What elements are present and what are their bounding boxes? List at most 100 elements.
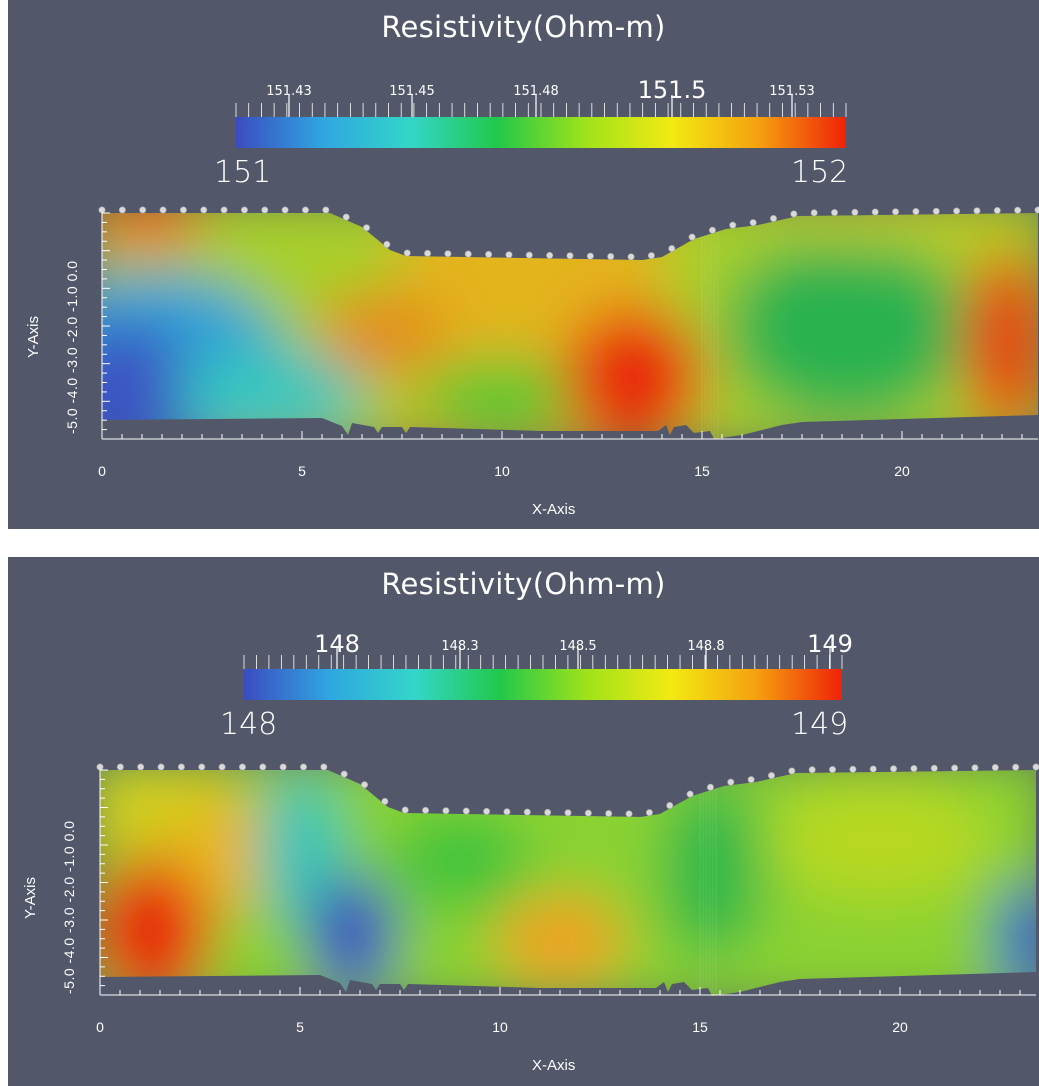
electrode-marker (523, 808, 531, 816)
electrode-marker (727, 778, 735, 786)
plot-canvas: 0 5 10 15 20 (96, 647, 1039, 1035)
electrode-marker (930, 764, 938, 772)
electrode-marker (788, 767, 796, 775)
electrode-marker (218, 763, 226, 771)
electrode-marker (871, 208, 879, 216)
electrode-marker (912, 208, 920, 216)
electrode-marker (299, 763, 307, 771)
electrode-marker (279, 763, 287, 771)
electrode-marker (116, 763, 124, 771)
x-tick-label: 0 (96, 1019, 104, 1035)
electrode-marker (849, 765, 857, 773)
electrode-marker (586, 252, 594, 260)
electrode-marker (503, 808, 511, 816)
y-axis-label: Y-Axis (25, 316, 42, 358)
colorbar-tick-label: 151.43 (266, 84, 312, 99)
electrode-marker (749, 219, 757, 227)
electrode-marker (686, 790, 694, 798)
colorbar (236, 117, 846, 148)
electrode-marker (953, 207, 961, 215)
electrode-marker (625, 810, 633, 818)
x-tick-label: 20 (894, 463, 910, 479)
electrode-marker (851, 208, 859, 216)
electrode-marker (220, 206, 228, 214)
electrode-marker (320, 763, 328, 771)
electrode-marker (747, 776, 755, 784)
resistivity-panel-top: 0 5 10 15 20 Resistivity(Ohm-m) 151 152 151.… (8, 0, 1039, 529)
electrode-marker (829, 766, 837, 774)
axes (101, 212, 1038, 440)
electrode-marker (973, 207, 981, 215)
electrode-marker (525, 251, 533, 259)
x-tick-label: 10 (492, 1019, 508, 1035)
electrode-marker (259, 763, 267, 771)
electrode-marker (96, 763, 104, 771)
electrode-marker (98, 206, 106, 214)
colorbar-tick-label: 151.5 (637, 76, 707, 104)
electrode-marker (767, 772, 775, 780)
electrode-marker (179, 206, 187, 214)
electrode-marker (340, 770, 348, 778)
electrode-marker (869, 765, 877, 773)
electrode-marker (485, 250, 493, 258)
y-tick-labels: -5.0 -4.0 -3.0 -2.0 -1.0 0.0 (64, 260, 80, 434)
colorbar-min-label: 148 (220, 707, 278, 742)
electrode-marker (890, 765, 898, 773)
x-tick-label: 15 (694, 463, 710, 479)
electrode-marker (1034, 206, 1039, 214)
electrodes (98, 206, 1039, 261)
electrode-marker (932, 207, 940, 215)
electrode-marker (322, 206, 330, 214)
electrode-marker (361, 781, 369, 789)
y-axis-label: Y-Axis (22, 877, 39, 919)
electrode-marker (564, 809, 572, 817)
electrode-marker (605, 809, 613, 817)
electrode-marker (666, 802, 674, 810)
x-tick-label: 10 (494, 463, 510, 479)
electrode-marker (544, 808, 552, 816)
colorbar-tick-label: 148 (314, 630, 360, 658)
colorbar-tick-label: 151.48 (513, 84, 559, 99)
electrode-marker (177, 763, 185, 771)
colorbar-max-label: 149 (791, 707, 849, 742)
chart-title: Resistivity(Ohm-m) (381, 567, 666, 601)
x-tick-label: 5 (298, 463, 306, 479)
electrode-marker (647, 252, 655, 260)
colorbar-tick-label: 151.53 (769, 84, 815, 99)
electrode-marker (198, 763, 206, 771)
electrode-marker (892, 208, 900, 216)
electrode-marker (993, 207, 1001, 215)
x-axis-label: X-Axis (532, 1057, 576, 1074)
x-tick-label: 20 (892, 1019, 908, 1035)
electrode-marker (971, 764, 979, 772)
electrode-marker (668, 245, 676, 253)
electrode-marker (200, 206, 208, 214)
electrode-marker (790, 210, 798, 218)
colorbar-tick-label: 151.45 (389, 84, 435, 99)
chart-title: Resistivity(Ohm-m) (381, 10, 666, 44)
electrode-marker (627, 253, 635, 261)
electrode-marker (401, 806, 409, 814)
electrode-marker (708, 226, 716, 234)
electrode-marker (808, 766, 816, 774)
electrode-marker (645, 809, 653, 817)
resistivity-section (100, 770, 1036, 996)
electrode-marker (281, 206, 289, 214)
electrode-marker (159, 206, 167, 214)
electrode-marker (810, 209, 818, 217)
colorbar-tick-label: 149 (807, 630, 853, 658)
y-tick-labels: -5.0 -4.0 -3.0 -2.0 -1.0 0.0 (61, 820, 77, 994)
electrode-marker (139, 206, 147, 214)
electrode-marker (607, 252, 615, 260)
electrode-marker (422, 806, 430, 814)
electrode-marker (261, 206, 269, 214)
x-tick-label: 5 (296, 1019, 304, 1035)
electrode-marker (584, 809, 592, 817)
electrode-marker (1032, 763, 1039, 771)
colorbar-ticks (235, 95, 847, 117)
colorbar-max-label: 152 (791, 155, 849, 190)
electrode-marker (240, 206, 248, 214)
electrode-marker (442, 807, 450, 815)
colorbar-tick-label: 148.8 (687, 639, 725, 654)
electrode-marker (464, 250, 472, 258)
